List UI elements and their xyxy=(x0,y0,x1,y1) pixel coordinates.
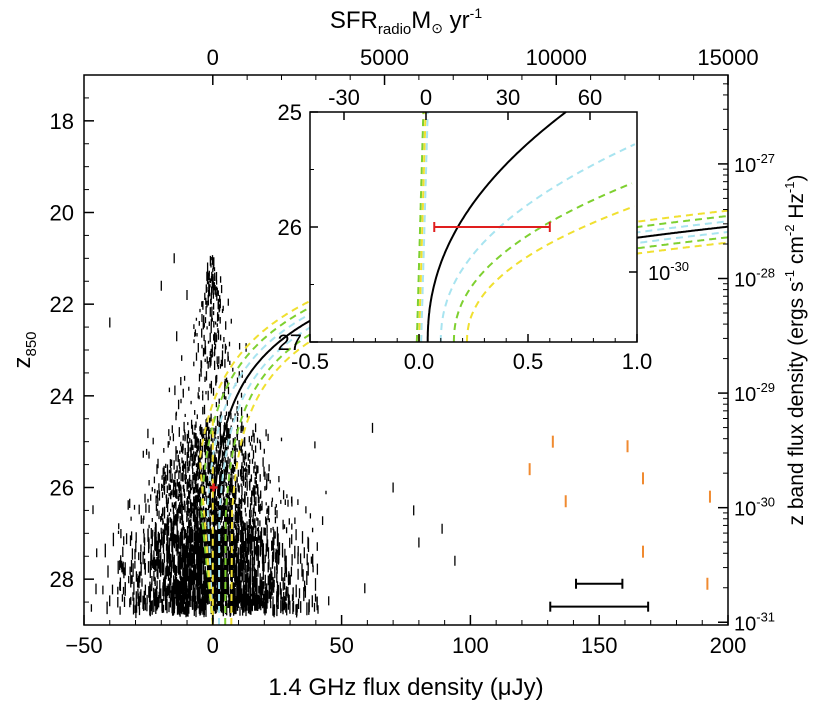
inset-x-tick-label: -0.5 xyxy=(291,349,329,374)
bright-sources xyxy=(528,435,711,612)
inset-top-tick-label: -30 xyxy=(328,85,360,110)
right-tick-label: 10-27 xyxy=(734,151,775,177)
noise-marks xyxy=(90,253,456,619)
top-axis-label: SFRradioM⊙ yr-1 xyxy=(330,5,482,38)
top-tick-label: 0 xyxy=(207,45,219,70)
inset-x-tick-label: 0.0 xyxy=(404,349,435,374)
right-tick-label: 10-28 xyxy=(734,266,775,292)
x-tick-label: −50 xyxy=(65,633,102,658)
y-tick-label: 24 xyxy=(50,384,74,409)
inset-curve-green-1 xyxy=(452,182,633,342)
curve-cyan-1 xyxy=(218,231,729,626)
top-tick-label: 10000 xyxy=(526,45,587,70)
top-tick-label: 15000 xyxy=(697,45,758,70)
inset-curve-yellow-2 xyxy=(418,112,427,343)
inset-ticks: -0.5 0.0 0.5 1.0 25 26 27 -30 0 30 60 xyxy=(278,85,653,374)
inset-y-tick-label: 25 xyxy=(278,100,302,125)
inset-top-tick-label: 0 xyxy=(420,85,432,110)
y-axis-label: z850 xyxy=(9,331,40,368)
inset-curve-green-2 xyxy=(415,111,425,343)
curve-cyan-2 xyxy=(206,220,729,626)
top-tick-label: 5000 xyxy=(360,45,409,70)
x-tick-label: 0 xyxy=(207,633,219,658)
inset-curve-cyan-1 xyxy=(439,143,636,342)
x-tick-label: 50 xyxy=(329,633,353,658)
y-tick-label: 26 xyxy=(50,476,74,501)
x-axis-label: 1.4 GHz flux density (μJy) xyxy=(268,674,543,701)
y-tick-label: 28 xyxy=(50,567,74,592)
inset-curve-yellow-1 xyxy=(466,205,635,342)
x-tick-label: 200 xyxy=(710,633,747,658)
inset-top-tick-label: 60 xyxy=(578,85,602,110)
x-tick-label: 100 xyxy=(452,633,489,658)
inset-y-tick-label: 26 xyxy=(278,215,302,240)
noise-scatter xyxy=(90,253,456,619)
y-tick-label: 18 xyxy=(50,109,74,134)
y-tick-label: 20 xyxy=(50,201,74,226)
right-tick-label: 10-31 xyxy=(734,609,775,635)
main-ticks: −50 0 50 100 150 200 0 5000 10000 15000 18 20 22 24 26… xyxy=(50,45,776,658)
y-tick-label: 22 xyxy=(50,292,74,317)
right-tick-label: 10-29 xyxy=(734,380,775,406)
right-axis-label: z band flux density (ergs s-1 cm-2 Hz-1) xyxy=(782,175,808,526)
inset-top-tick-label: 30 xyxy=(496,85,520,110)
inset-curve-cyan-2 xyxy=(420,112,429,342)
x-tick-label: 150 xyxy=(581,633,618,658)
inset-x-tick-label: 1.0 xyxy=(622,349,653,374)
right-tick-label: 10-30 xyxy=(734,495,775,521)
inset-y-tick-label: 27 xyxy=(278,330,302,355)
inset-right-tick-label: 10-30 xyxy=(648,259,689,285)
inset-x-tick-label: 0.5 xyxy=(513,349,544,374)
inset-plot: -0.5 0.0 0.5 1.0 25 26 27 -30 0 30 60 10-30 xyxy=(278,85,690,374)
